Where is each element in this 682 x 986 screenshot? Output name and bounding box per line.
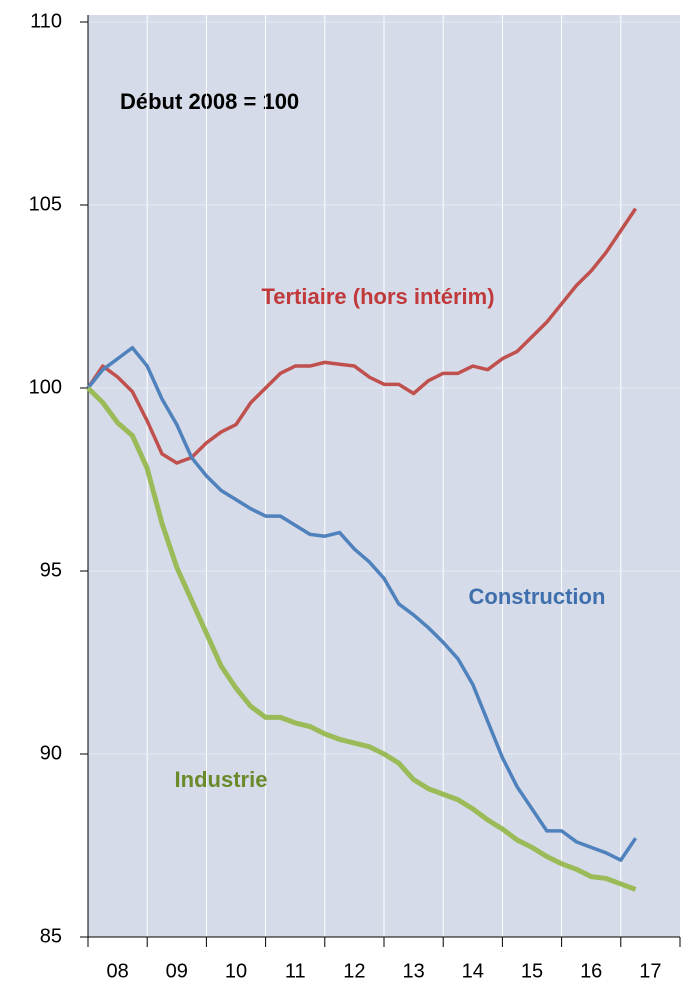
series-label: Tertiaire (hors intérim) [261,284,494,309]
x-tick-label: 15 [521,960,543,982]
x-tick-label: 10 [225,960,247,982]
x-tick-label: 08 [106,960,128,982]
y-tick-label: 95 [40,559,62,581]
x-tick-label: 14 [462,960,484,982]
series-line [86,386,637,892]
x-tick-label: 12 [343,960,365,982]
x-tick-label: 17 [639,960,661,982]
x-tick-label: 13 [402,960,424,982]
series-label: Construction [469,584,606,609]
y-tick-label: 105 [29,193,62,215]
series-label: Industrie [175,767,268,792]
y-tick-label: 100 [29,376,62,398]
y-tick-label: 85 [40,925,62,947]
x-tick-label: 16 [580,960,602,982]
annotation: Début 2008 = 100 [120,89,299,114]
y-tick-label: 110 [30,10,62,32]
series-line [86,207,638,465]
x-tick-label: 09 [166,960,188,982]
x-tick-label: 11 [285,960,306,982]
y-tick-label: 90 [40,742,62,764]
series-line [86,345,638,862]
